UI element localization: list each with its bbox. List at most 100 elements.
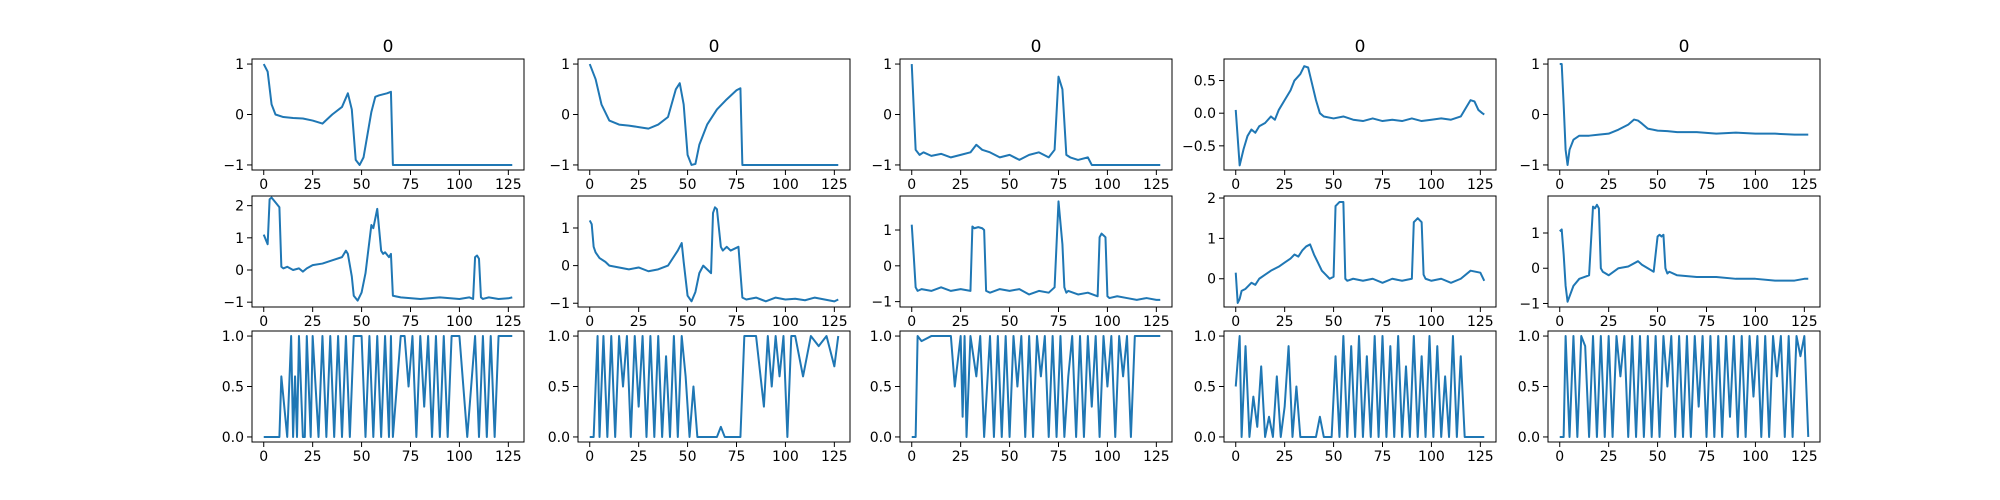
x-tick-label: 25 <box>1276 177 1294 193</box>
x-tick-label: 125 <box>1143 177 1170 193</box>
axes-frame <box>251 58 525 171</box>
series-line <box>588 206 839 303</box>
y-tick-label: 0 <box>235 263 244 279</box>
subplot-r1-c0: 0 25 50 75 100 125 −1 0 1 2 <box>223 195 525 330</box>
series-line <box>262 63 513 166</box>
subplot-r2-c0: 0 25 50 75 100 125 0.0 0.5 1.0 <box>222 329 525 465</box>
y-tick-label: 2 <box>1207 191 1216 207</box>
subplot-r1-c4: 0 25 50 75 100 125 −1 0 1 <box>1519 195 1821 330</box>
x-tick-label: 125 <box>821 449 848 465</box>
y-tick-label: 2 <box>235 199 244 215</box>
series-line <box>263 335 513 438</box>
y-tick-label: 1 <box>883 57 892 73</box>
series-line <box>1559 203 1809 303</box>
y-tick-label: 0 <box>561 259 570 275</box>
subplot-r1-c2: 0 25 50 75 100 125 −1 0 1 <box>871 195 1173 330</box>
x-tick-label: 100 <box>772 177 799 193</box>
x-tick-label: 25 <box>1600 314 1618 330</box>
x-tick-label: 50 <box>1001 449 1019 465</box>
y-tick-label: 0 <box>1531 261 1540 277</box>
x-tick-label: 75 <box>1050 449 1068 465</box>
y-tick-label: 1.0 <box>870 329 892 345</box>
x-tick-label: 75 <box>728 177 746 193</box>
subplot-r2-c4: 0 25 50 75 100 125 0.0 0.5 1.0 <box>1518 329 1821 465</box>
x-tick-label: 125 <box>821 177 848 193</box>
subplot-title: 0 <box>1031 37 1042 57</box>
x-tick-label: 100 <box>1094 314 1121 330</box>
y-tick-label: 0 <box>883 259 892 275</box>
x-tick-label: 125 <box>495 177 522 193</box>
y-tick-label: 1.0 <box>1194 329 1216 345</box>
y-tick-label: 1 <box>1207 231 1216 247</box>
axes-frame <box>1223 195 1497 308</box>
x-tick-label: 0 <box>1555 177 1564 193</box>
subplot-title: 0 <box>709 37 720 57</box>
y-tick-label: 1 <box>235 231 244 247</box>
x-tick-label: 125 <box>495 449 522 465</box>
y-tick-label: 0.5 <box>870 380 892 396</box>
x-tick-label: 25 <box>1600 177 1618 193</box>
x-tick-label: 50 <box>1649 449 1667 465</box>
y-tick-label: 0.5 <box>1194 74 1216 90</box>
x-tick-label: 100 <box>446 314 473 330</box>
y-tick-label: 0.0 <box>222 430 244 446</box>
x-tick-label: 75 <box>1050 314 1068 330</box>
x-tick-label: 100 <box>1094 177 1121 193</box>
x-tick-label: 100 <box>1418 449 1445 465</box>
x-tick-label: 25 <box>1276 449 1294 465</box>
subplot-r2-c1: 0 25 50 75 100 125 0.0 0.5 1.0 <box>548 329 851 465</box>
y-tick-label: 1 <box>235 57 244 73</box>
x-tick-label: 100 <box>772 314 799 330</box>
subplot-r0-c0: 0 25 50 75 100 125 −1 0 1 0 <box>223 37 525 193</box>
y-tick-label: −1 <box>871 295 892 311</box>
subplot-r2-c3: 0 25 50 75 100 125 0.0 0.5 1.0 <box>1194 329 1497 465</box>
x-tick-label: 25 <box>952 177 970 193</box>
x-tick-label: 0 <box>585 449 594 465</box>
x-tick-label: 50 <box>679 314 697 330</box>
x-tick-label: 50 <box>353 177 371 193</box>
y-tick-label: 0.5 <box>222 380 244 396</box>
x-tick-label: 50 <box>1325 449 1343 465</box>
x-tick-label: 125 <box>1143 314 1170 330</box>
y-tick-label: −1 <box>223 158 244 174</box>
axes-frame <box>577 195 851 308</box>
x-tick-label: 100 <box>446 449 473 465</box>
subplot-title: 0 <box>1355 37 1366 57</box>
x-tick-label: 75 <box>402 177 420 193</box>
x-tick-label: 0 <box>585 314 594 330</box>
x-tick-label: 0 <box>585 177 594 193</box>
x-tick-label: 100 <box>1418 177 1445 193</box>
subplot-title: 0 <box>1679 37 1690 57</box>
subplot-r0-c1: 0 25 50 75 100 125 −1 0 1 0 <box>549 37 851 193</box>
subplot-r1-c1: 0 25 50 75 100 125 −1 0 1 <box>549 195 851 330</box>
series-line <box>262 196 513 302</box>
series-line <box>1234 65 1485 167</box>
x-tick-label: 50 <box>679 449 697 465</box>
x-tick-label: 0 <box>907 314 916 330</box>
axes-frame <box>1547 58 1821 171</box>
x-tick-label: 125 <box>495 314 522 330</box>
x-tick-label: 0 <box>259 449 268 465</box>
x-tick-label: 100 <box>1094 449 1121 465</box>
x-tick-label: 50 <box>1325 314 1343 330</box>
subplot-r1-c3: 0 25 50 75 100 125 0 1 2 <box>1207 191 1497 330</box>
y-tick-label: 0.0 <box>548 430 570 446</box>
x-tick-label: 0 <box>259 177 268 193</box>
x-tick-label: 25 <box>304 177 322 193</box>
y-tick-label: −0.5 <box>1182 139 1216 155</box>
x-tick-label: 25 <box>304 314 322 330</box>
x-tick-label: 0 <box>907 449 916 465</box>
x-tick-label: 50 <box>1649 314 1667 330</box>
series-line <box>1559 63 1809 166</box>
x-tick-label: 25 <box>630 177 648 193</box>
y-tick-label: 0.5 <box>1194 380 1216 396</box>
y-tick-label: −1 <box>549 296 570 312</box>
x-tick-label: 25 <box>630 314 648 330</box>
x-tick-label: 75 <box>1698 177 1716 193</box>
x-tick-label: 0 <box>1231 177 1240 193</box>
y-tick-label: 1 <box>1531 57 1540 73</box>
subplot-r0-c2: 0 25 50 75 100 125 −1 0 1 0 <box>871 37 1173 193</box>
axes-frame <box>251 195 525 308</box>
x-tick-label: 125 <box>1143 449 1170 465</box>
